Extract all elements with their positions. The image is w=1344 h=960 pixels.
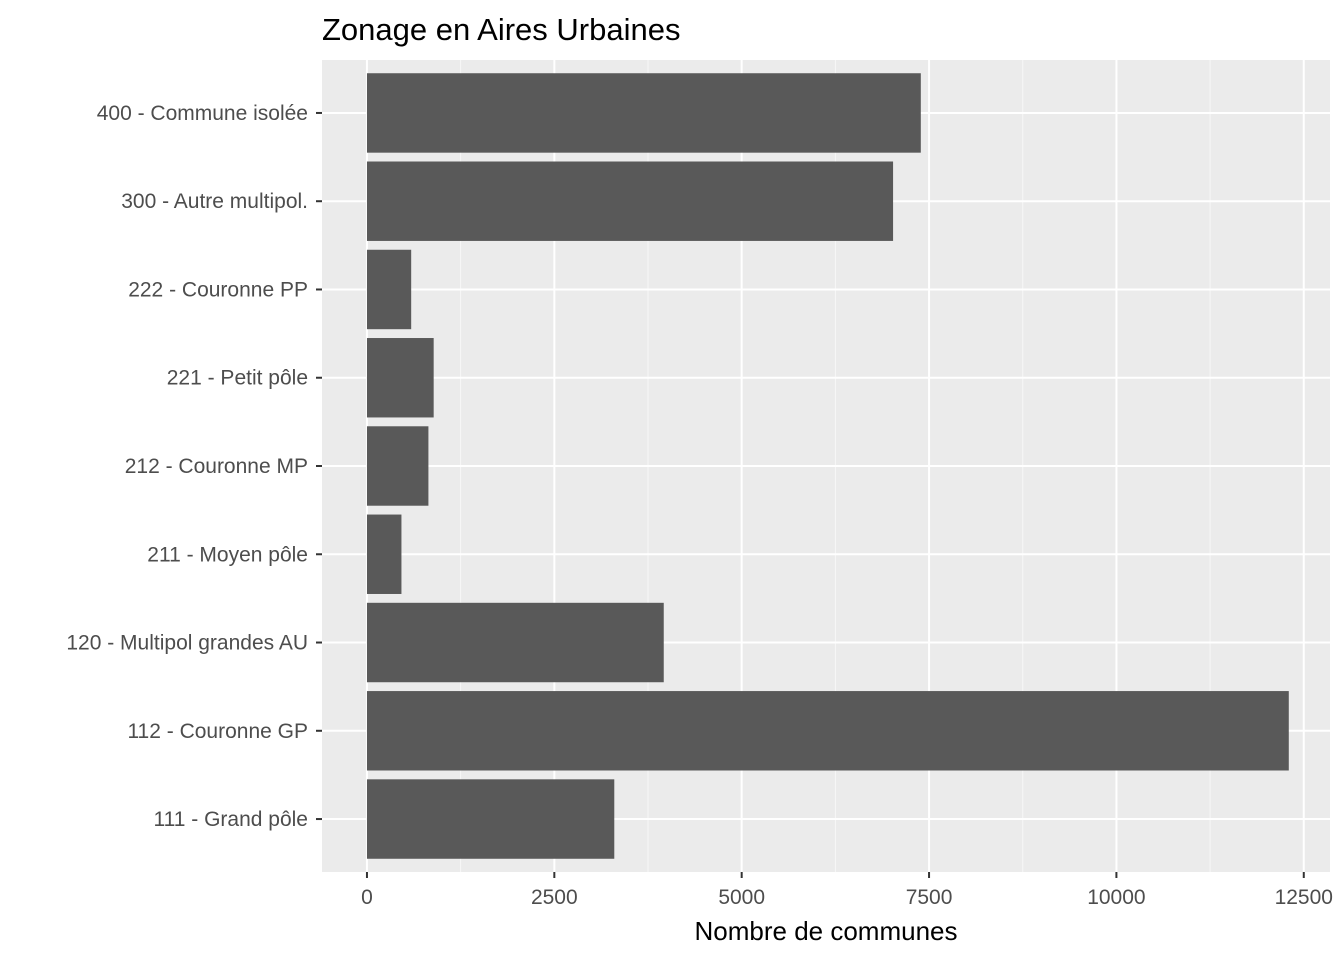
y-tick-label: 120 - Multipol grandes AU [66,632,308,655]
x-axis: 0 2500 5000 7500 10000 12500 [361,872,1333,909]
bar [366,73,921,153]
x-tick-label: 0 [361,886,373,909]
bar [366,338,434,418]
y-tick-label: 300 - Autre multipol. [121,190,308,213]
bar [366,602,664,683]
y-axis: 111 - Grand pôle 112 - Couronne GP 120 - M… [66,102,322,831]
x-tick-label: 12500 [1275,886,1333,909]
y-tick-label: 400 - Commune isolée [97,102,308,125]
bars [366,73,1289,859]
chart-title: Zonage en Aires Urbaines [322,12,680,47]
y-tick-label: 222 - Couronne PP [128,278,308,301]
x-tick-label: 5000 [718,886,765,909]
bar [366,691,1289,771]
y-tick-label: 112 - Couronne GP [127,720,308,743]
bar [366,779,615,859]
y-tick-label: 211 - Moyen pôle [147,543,308,566]
bar [366,161,894,241]
y-tick-label: 221 - Petit pôle [167,367,308,390]
x-tick-label: 7500 [906,886,953,909]
y-tick-label: 111 - Grand pôle [154,808,309,831]
y-tick-label: 212 - Couronne MP [125,455,308,478]
x-tick-label: 2500 [531,886,578,909]
bar [366,426,429,506]
x-axis-title: Nombre de communes [695,916,958,946]
bar [366,249,412,330]
x-tick-label: 10000 [1087,886,1145,909]
bar [366,514,402,594]
